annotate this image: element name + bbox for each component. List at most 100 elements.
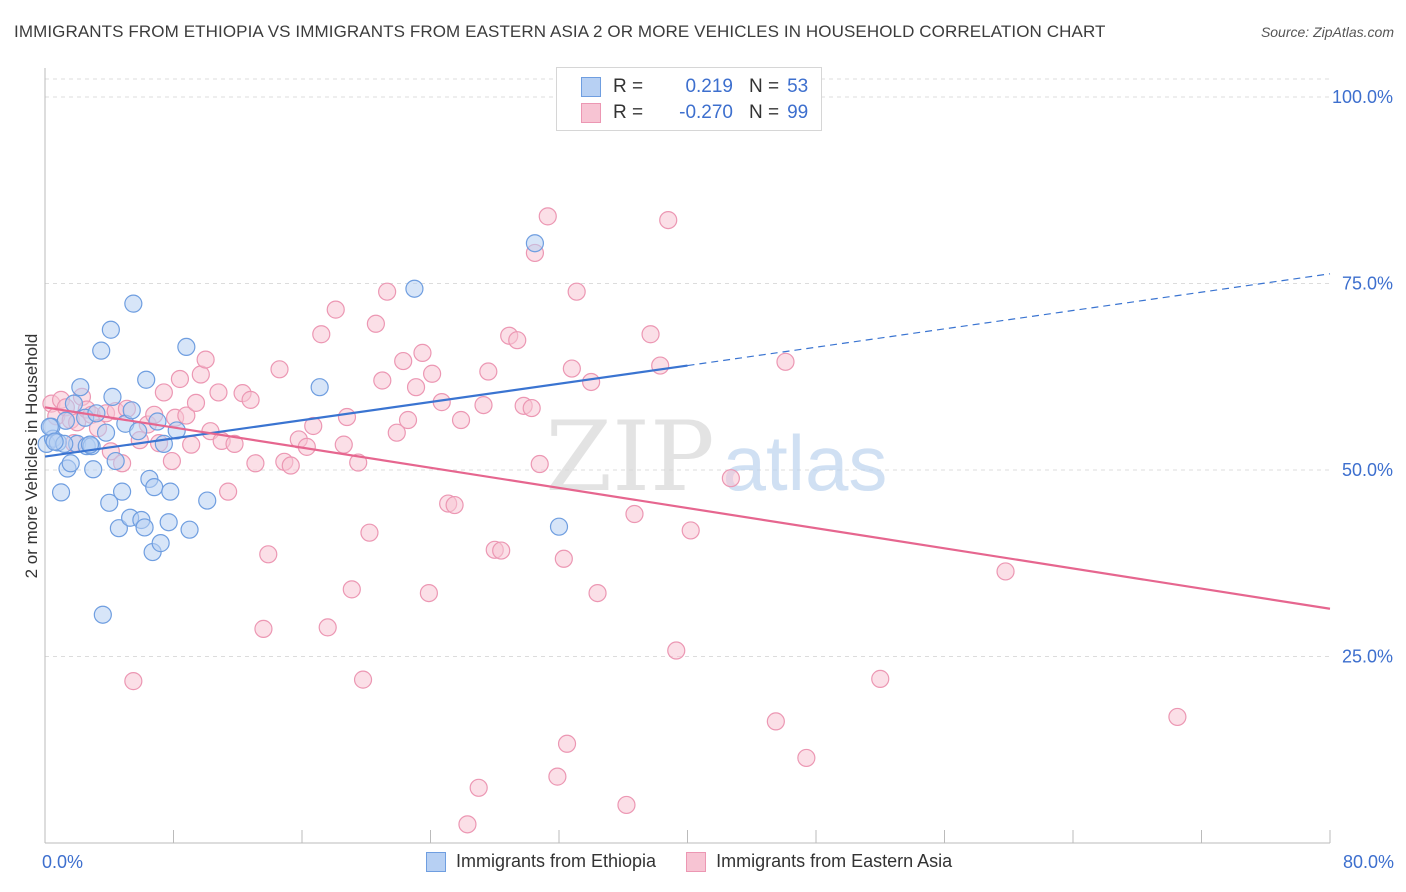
n-label: N =	[749, 76, 780, 97]
eastasia-point	[378, 282, 397, 301]
ethiopia-point	[61, 454, 80, 473]
eastasia-point	[360, 523, 379, 542]
ethiopia-point	[129, 422, 148, 441]
ethiopia-point	[405, 279, 424, 298]
eastasia-point	[366, 314, 385, 333]
eastasia-point	[641, 325, 660, 344]
x-tick-max: 80.0%	[1342, 852, 1394, 872]
eastasia-point	[469, 778, 488, 797]
eastasia-point	[387, 423, 406, 442]
eastasia-point	[124, 672, 143, 691]
ethiopia-point	[161, 482, 180, 501]
legend-item-ethiopia: Immigrants from Ethiopia	[426, 851, 656, 872]
eastasia-point	[492, 541, 511, 560]
ethiopia-trend-line	[44, 364, 688, 458]
eastasia-point	[349, 453, 368, 472]
eastasia-point	[423, 364, 442, 383]
legend-row-ethiopia: R = 0.219 N = 53	[581, 75, 808, 99]
watermark-atlas: atlas	[723, 419, 888, 507]
eastasia-point	[373, 371, 392, 390]
ethiopia-point	[177, 337, 196, 357]
ethiopia-point	[180, 520, 199, 539]
eastasia-point	[530, 454, 549, 474]
eastasia-point	[413, 343, 432, 362]
eastasia-point	[538, 207, 557, 226]
chart-title: IMMIGRANTS FROM ETHIOPIA VS IMMIGRANTS F…	[14, 22, 1106, 41]
ethiopia-point	[109, 519, 128, 538]
eastasia-point	[588, 583, 607, 603]
r-value: 0.219	[685, 76, 733, 97]
ethiopia-point	[122, 401, 141, 420]
ethiopia-point	[151, 534, 170, 553]
legend-row-eastasia: R = -0.270 N = 99	[581, 101, 808, 125]
ethiopia-point	[145, 478, 164, 497]
eastasia-point	[334, 435, 353, 454]
ethiopia-point	[525, 234, 545, 253]
eastasia-point	[281, 456, 300, 475]
eastasia-point	[219, 482, 238, 501]
eastasia-point	[394, 351, 413, 371]
series-legend: Immigrants from Ethiopia Immigrants from…	[426, 851, 982, 872]
ethiopia-point	[71, 378, 90, 397]
ethiopia-point	[100, 493, 119, 512]
eastasia-point	[186, 393, 206, 412]
eastasia-point	[474, 395, 493, 415]
ethiopia-point	[51, 483, 71, 502]
eastasia-point	[776, 352, 795, 371]
eastasia-point	[797, 748, 816, 768]
ethiopia-point	[198, 491, 217, 510]
eastasia-point	[479, 362, 498, 381]
y-tick-labels: 100.0% 75.0% 50.0% 25.0%	[1332, 87, 1393, 667]
ethiopia-point	[148, 412, 167, 431]
legend-item-eastasia: Immigrants from Eastern Asia	[686, 851, 952, 872]
watermark-zip: ZIP	[545, 401, 714, 513]
ethiopia-point	[159, 513, 178, 532]
y-tick-label: 50.0%	[1342, 460, 1393, 480]
eastasia-point	[419, 583, 438, 603]
eastasia-point	[458, 815, 477, 834]
ethiopia-trend-extension	[687, 273, 1331, 367]
ethiopia-point	[549, 517, 569, 536]
ethiopia-point	[112, 482, 132, 501]
legend-label-eastasia: Immigrants from Eastern Asia	[716, 851, 953, 871]
eastasia-point	[445, 495, 464, 515]
eastasia-point	[177, 406, 196, 425]
eastasia-point	[254, 619, 273, 638]
ethiopia-swatch	[581, 77, 601, 97]
data-points	[37, 207, 1187, 834]
source-label: Source: ZipAtlas.com	[1260, 24, 1394, 40]
n-value: 53	[787, 76, 809, 97]
eastasia-point	[667, 641, 686, 660]
ethiopia-point	[106, 451, 125, 471]
y-tick-label: 100.0%	[1332, 87, 1393, 107]
eastasia-point	[342, 580, 361, 599]
eastasia-point	[246, 454, 265, 473]
eastasia-point	[270, 360, 289, 379]
ethiopia-point	[87, 404, 106, 423]
eastasia-point	[241, 390, 260, 409]
x-tick-min: 0.0%	[42, 852, 84, 872]
eastasia-point	[548, 767, 567, 786]
r-value: -0.270	[679, 102, 733, 123]
ethiopia-point	[124, 294, 143, 313]
ethiopia-point	[93, 605, 112, 624]
ethiopia-point	[310, 378, 329, 397]
ethiopia-point	[103, 387, 122, 406]
eastasia-point	[398, 410, 418, 430]
correlation-legend: R = 0.219 N = 53 R = -0.270 N = 99	[556, 67, 822, 131]
n-value: 99	[787, 102, 809, 123]
trend-lines	[44, 273, 1331, 610]
eastasia-point	[617, 795, 636, 815]
y-tick-label: 25.0%	[1342, 647, 1393, 667]
eastasia-point	[326, 300, 345, 319]
ethiopia-point	[45, 432, 64, 451]
ethiopia-point	[64, 394, 84, 413]
eastasia-legend-swatch	[686, 851, 707, 872]
eastasia-point	[766, 712, 785, 731]
eastasia-point	[312, 325, 331, 344]
ethiopia-legend-swatch	[426, 851, 446, 872]
eastasia-point	[209, 383, 228, 402]
eastasia-point	[522, 398, 541, 418]
eastasia-point	[562, 359, 581, 378]
r-label: R =	[613, 76, 644, 97]
